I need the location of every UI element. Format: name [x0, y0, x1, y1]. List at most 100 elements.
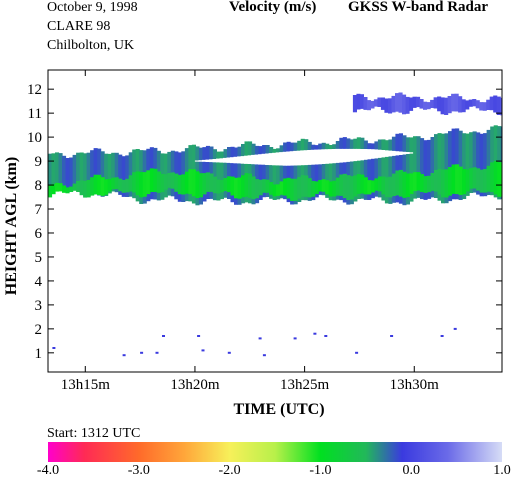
clear-pocket-column: [198, 160, 203, 162]
cloud-layer-upper-column: [458, 96, 463, 113]
cloud-layer-upper-column: [447, 96, 452, 114]
clear-pocket-column: [391, 150, 396, 156]
clear-pocket-column: [258, 154, 263, 165]
clear-pocket-column: [240, 156, 245, 164]
cloud-layer-main-column: [469, 132, 474, 193]
cloud-layer-main-column: [255, 145, 260, 204]
cloud-layer-upper-column: [412, 96, 417, 108]
cloud-layer-upper-column: [373, 99, 378, 107]
clear-pocket-column: [366, 149, 371, 160]
clear-pocket-column: [272, 152, 277, 166]
cloud-layer-main-column: [318, 143, 323, 195]
cloud-layer-main-column: [448, 131, 453, 202]
colorbar-tick-label: -2.0: [219, 463, 241, 476]
cloud-layer-main-column: [416, 136, 421, 198]
cloud-layer-main-column: [427, 139, 432, 199]
noise-point: [355, 351, 359, 354]
cloud-layer-upper-column: [416, 96, 421, 108]
cloud-layer-main-column: [360, 137, 365, 199]
cloud-layer-main-column: [395, 133, 400, 203]
clear-pocket-column: [251, 154, 256, 165]
clear-pocket-column: [194, 160, 199, 162]
core-region-0-column: [79, 180, 84, 196]
cloud-layer-main-column: [476, 132, 481, 195]
clear-pocket-column: [216, 158, 221, 163]
noise-point: [324, 335, 328, 337]
clear-pocket-column: [205, 159, 210, 162]
cloud-layer-main-column: [216, 151, 221, 201]
core-region-0-column: [472, 167, 477, 189]
y-tick-label: 9: [35, 154, 43, 170]
core-region-0-column: [318, 180, 323, 192]
core-region-0-column: [279, 181, 284, 195]
core-region-0-column: [142, 172, 147, 197]
core-region-0-column: [437, 169, 442, 195]
clear-pocket-column: [331, 149, 336, 164]
y-tick-label: 5: [35, 250, 43, 266]
y-tick-label: 7: [35, 202, 43, 218]
clear-pocket-column: [268, 153, 273, 166]
core-region-0-column: [469, 168, 474, 189]
core-region-0-column: [167, 173, 172, 188]
cloud-layer-main-column: [251, 143, 256, 205]
x-axis: 13h15m 13h20m 13h25m 13h30m: [61, 70, 439, 393]
noise-point: [140, 351, 144, 354]
cloud-layer-main-column: [100, 151, 105, 197]
core-region-0-column: [483, 169, 488, 193]
cloud-layer-upper-column: [402, 94, 407, 115]
noise-point: [197, 335, 201, 337]
core-region-0-column: [104, 179, 109, 195]
cloud-layer-upper-column: [486, 99, 491, 110]
clear-pocket-column: [282, 151, 287, 166]
core-region-0-column: [448, 167, 453, 196]
cloud-layer-upper-column: [454, 93, 459, 112]
noise-point: [313, 332, 317, 335]
core-region-0-column: [230, 176, 235, 196]
cloud-layer-main-column: [332, 144, 337, 201]
cloud-layer-main-column: [286, 141, 291, 203]
cloud-layer-main-column: [209, 146, 214, 199]
clear-pocket-column: [223, 157, 228, 163]
clear-pocket-column: [384, 150, 389, 157]
cloud-layer-main-column: [237, 146, 242, 205]
cloud-layer-upper-column: [430, 99, 435, 108]
core-region-0-column: [356, 174, 361, 194]
cloud-layer-main-column: [420, 138, 425, 200]
cloud-layer-main-column: [128, 152, 133, 197]
header-site: Chilbolton, UK: [47, 38, 134, 53]
cloud-layer-main-column: [69, 157, 74, 188]
core-region-0-column: [486, 165, 491, 192]
core-region-0-column: [374, 178, 379, 191]
cloud-layer-main-column: [90, 150, 95, 195]
core-region-0-column: [377, 176, 382, 192]
clear-pocket-column: [286, 151, 291, 166]
clear-pocket-column: [275, 152, 280, 166]
noise-point: [122, 354, 126, 357]
cloud-layer-main-column: [79, 152, 84, 193]
noise-point: [440, 335, 444, 337]
cloud-layer-upper-column: [388, 98, 393, 114]
cloud-layer-main-column: [363, 140, 368, 200]
clear-pocket-column: [254, 154, 259, 165]
cloud-layer-main-column: [405, 137, 410, 205]
x-tick-label: 13h20m: [170, 377, 220, 393]
core-region-0-column: [188, 169, 193, 195]
cloud-layer-main-column: [402, 135, 407, 206]
core-region-0-column: [93, 174, 98, 195]
cloud-layer-upper-column: [433, 97, 438, 109]
clear-pocket-column: [395, 151, 400, 156]
core-region-0-column: [90, 177, 95, 196]
clear-pocket-column: [244, 155, 249, 164]
core-region-0-column: [290, 178, 295, 201]
clear-pocket-column: [338, 148, 343, 163]
cloud-layer-main-column: [339, 137, 344, 201]
cloud-layer-main-column: [311, 144, 316, 201]
core-region-0-column: [156, 171, 161, 193]
cloud-layer-upper-column: [409, 97, 414, 111]
clear-pocket-column: [324, 149, 329, 164]
core-region-0-column: [462, 169, 467, 195]
cloud-layer-main-column: [300, 138, 305, 201]
clear-pocket-column: [265, 153, 270, 165]
cloud-layer-main-column: [370, 143, 375, 199]
core-region-0-column: [493, 161, 498, 195]
